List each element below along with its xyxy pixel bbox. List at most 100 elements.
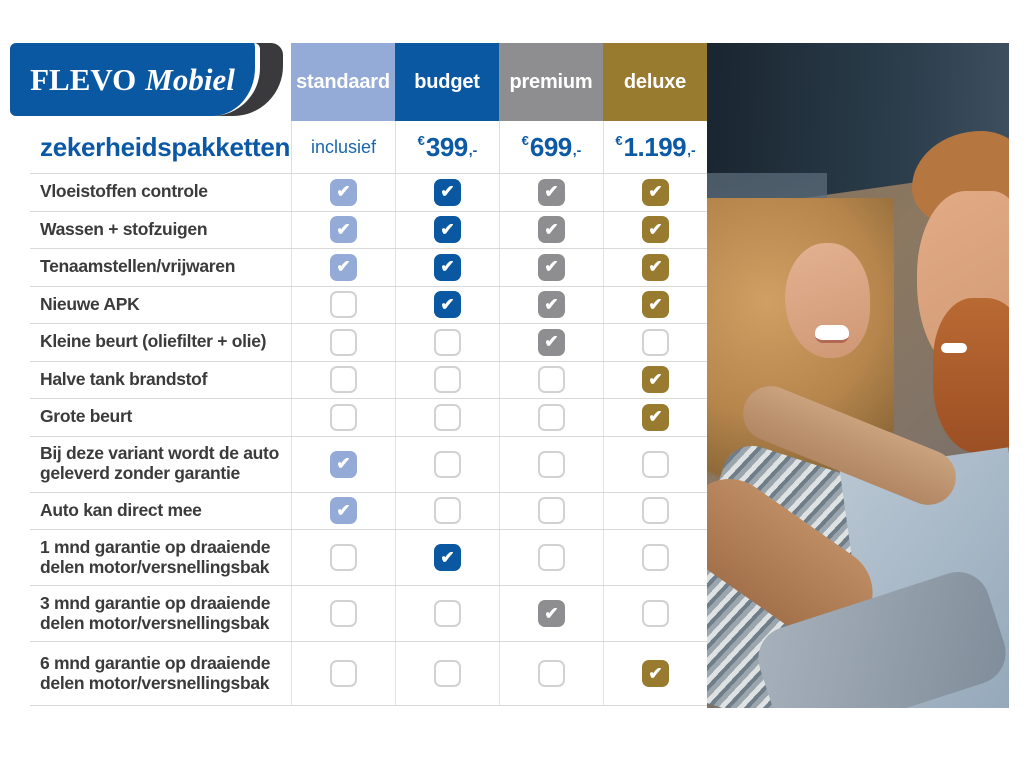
checkbox-premium-unchecked[interactable]	[538, 497, 565, 525]
check-cell-premium: ✔	[499, 174, 603, 211]
check-cell-budget	[395, 399, 499, 436]
checkbox-premium-unchecked[interactable]	[538, 544, 565, 571]
checkbox-deluxe-unchecked[interactable]	[642, 600, 669, 627]
checkbox-premium-unchecked[interactable]	[538, 660, 565, 687]
row-label: 3 mnd garantie op draaiende delen motor/…	[40, 592, 271, 633]
checkbox-standaard-checked[interactable]: ✔	[330, 216, 357, 244]
check-cell-deluxe: ✔	[603, 399, 707, 436]
row-label: Kleine beurt (oliefilter + olie)	[40, 331, 267, 352]
checkbox-deluxe-checked[interactable]: ✔	[642, 178, 669, 206]
table-row: Grote beurt ✔	[30, 398, 707, 436]
checkbox-standaard-unchecked[interactable]	[330, 403, 357, 431]
row-label: Vloeistoffen controle	[40, 181, 208, 202]
page-title: zekerheidspakketten	[40, 131, 291, 162]
check-cell-premium: ✔	[499, 286, 603, 323]
checkbox-deluxe-checked[interactable]: ✔	[642, 660, 669, 687]
checkbox-premium-checked[interactable]: ✔	[538, 216, 565, 244]
check-cell-budget	[395, 492, 499, 529]
check-cell-deluxe: ✔	[603, 286, 707, 323]
checkbox-premium-checked[interactable]: ✔	[538, 600, 565, 627]
check-cell-premium	[499, 436, 603, 492]
checkbox-standaard-unchecked[interactable]	[330, 366, 357, 394]
check-cell-premium	[499, 361, 603, 398]
checkbox-deluxe-unchecked[interactable]	[642, 544, 669, 571]
checkbox-budget-unchecked[interactable]	[434, 328, 461, 356]
checkbox-budget-checked[interactable]: ✔	[434, 178, 461, 206]
check-cell-deluxe: ✔	[603, 642, 707, 705]
checkbox-deluxe-checked[interactable]: ✔	[642, 216, 669, 244]
checkbox-premium-unchecked[interactable]	[538, 403, 565, 431]
column-header-deluxe: deluxe	[603, 43, 707, 121]
check-cell-budget: ✔	[395, 249, 499, 286]
checkbox-deluxe-unchecked[interactable]	[642, 328, 669, 356]
photo-couple-in-car	[707, 43, 1009, 708]
column-header-budget: budget	[395, 43, 499, 121]
row-label: Auto kan direct mee	[40, 499, 202, 520]
check-cell-deluxe: ✔	[603, 361, 707, 398]
checkbox-deluxe-checked[interactable]: ✔	[642, 403, 669, 431]
checkbox-budget-checked[interactable]: ✔	[434, 253, 461, 281]
photo-man-smile	[941, 343, 967, 353]
check-cell-premium	[499, 642, 603, 705]
row-label: Nieuwe APK	[40, 293, 140, 314]
checkbox-standaard-checked[interactable]: ✔	[330, 178, 357, 206]
checkbox-standaard-unchecked[interactable]	[330, 660, 357, 687]
checkbox-budget-unchecked[interactable]	[434, 600, 461, 627]
checkbox-budget-unchecked[interactable]	[434, 497, 461, 525]
checkbox-budget-unchecked[interactable]	[434, 660, 461, 687]
row-label: Bij deze variant wordt de auto geleverd …	[40, 443, 279, 483]
check-cell-budget: ✔	[395, 530, 499, 585]
checkbox-premium-unchecked[interactable]	[538, 450, 565, 478]
checkbox-deluxe-checked[interactable]: ✔	[642, 291, 669, 319]
brand-name-mobiel: Mobiel	[145, 61, 235, 97]
checkbox-standaard-unchecked[interactable]	[330, 328, 357, 356]
checkbox-premium-checked[interactable]: ✔	[538, 253, 565, 281]
check-cell-premium	[499, 530, 603, 585]
check-cell-budget	[395, 361, 499, 398]
check-cell-budget: ✔	[395, 286, 499, 323]
row-label: Tenaamstellen/vrijwaren	[40, 256, 236, 277]
table-row: Halve tank brandstof ✔	[30, 360, 707, 398]
checkbox-budget-checked[interactable]: ✔	[434, 544, 461, 571]
price-row: inclusief €399 ,- €699 ,- €1.199 ,-	[291, 121, 707, 173]
table-row: Nieuwe APK ✔ ✔ ✔	[30, 285, 707, 323]
checkbox-premium-checked[interactable]: ✔	[538, 291, 565, 319]
check-cell-deluxe: ✔	[603, 249, 707, 286]
check-cell-premium: ✔	[499, 586, 603, 641]
checkbox-budget-unchecked[interactable]	[434, 450, 461, 478]
checkbox-standaard-unchecked[interactable]	[330, 600, 357, 627]
checkbox-deluxe-checked[interactable]: ✔	[642, 366, 669, 394]
checkbox-budget-checked[interactable]: ✔	[434, 216, 461, 244]
checkbox-standaard-unchecked[interactable]	[330, 291, 357, 319]
brand-name-flevo: FLEVO	[30, 61, 137, 97]
check-cell-deluxe	[603, 586, 707, 641]
checkbox-budget-unchecked[interactable]	[434, 403, 461, 431]
checkbox-standaard-checked[interactable]: ✔	[330, 450, 357, 478]
check-cell-budget	[395, 324, 499, 361]
checkbox-premium-unchecked[interactable]	[538, 366, 565, 394]
row-label: 1 mnd garantie op draaiende delen motor/…	[40, 536, 271, 577]
column-headers: standaard budget premium deluxe	[291, 43, 707, 121]
check-cell-deluxe	[603, 492, 707, 529]
checkbox-deluxe-unchecked[interactable]	[642, 450, 669, 478]
check-cell-deluxe: ✔	[603, 211, 707, 248]
check-cell-deluxe: ✔	[603, 174, 707, 211]
row-label: 6 mnd garantie op draaiende delen motor/…	[40, 652, 271, 693]
checkbox-premium-checked[interactable]: ✔	[538, 328, 565, 356]
checkbox-standaard-unchecked[interactable]	[330, 544, 357, 571]
check-cell-premium	[499, 492, 603, 529]
checkbox-standaard-checked[interactable]: ✔	[330, 497, 357, 525]
checkbox-premium-checked[interactable]: ✔	[538, 178, 565, 206]
checkbox-deluxe-checked[interactable]: ✔	[642, 253, 669, 281]
price-deluxe: €1.199 ,-	[603, 121, 707, 173]
table-row: 1 mnd garantie op draaiende delen motor/…	[30, 529, 707, 585]
check-cell-budget	[395, 642, 499, 705]
check-cell-deluxe	[603, 324, 707, 361]
checkbox-budget-unchecked[interactable]	[434, 366, 461, 394]
check-cell-standaard: ✔	[291, 436, 395, 492]
row-label: Halve tank brandstof	[40, 368, 208, 389]
checkbox-budget-checked[interactable]: ✔	[434, 291, 461, 319]
table-row: Wassen + stofzuigen ✔ ✔ ✔ ✔	[30, 210, 707, 248]
checkbox-standaard-checked[interactable]: ✔	[330, 253, 357, 281]
checkbox-deluxe-unchecked[interactable]	[642, 497, 669, 525]
